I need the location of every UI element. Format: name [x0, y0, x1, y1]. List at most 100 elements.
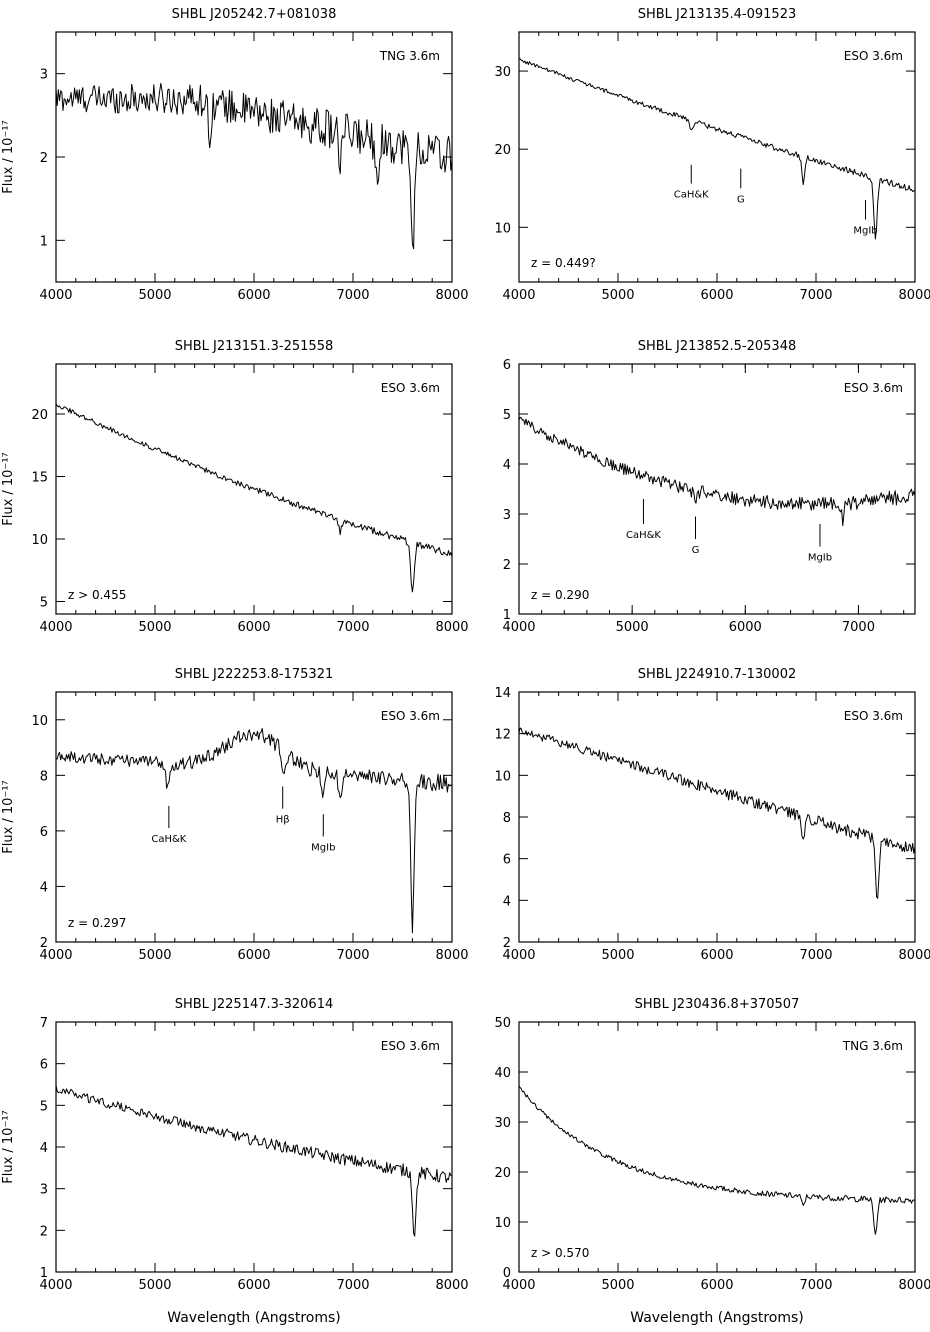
y-tick-label: 10: [31, 533, 48, 548]
x-tick-label: 4000: [39, 288, 72, 303]
x-tick-label: 6000: [237, 948, 270, 963]
plot-frame: [518, 363, 916, 615]
y-axis-label: Flux / 10⁻¹⁷: [1, 780, 16, 854]
x-tick-label: 4000: [502, 288, 535, 303]
panel-title: SHBL J224910.7-130002: [638, 667, 797, 682]
y-tick-label: 15: [31, 471, 48, 486]
y-tick-label: 4: [40, 880, 48, 895]
y-tick-label: 10: [494, 1216, 511, 1231]
x-tick-label: 4000: [39, 1278, 72, 1293]
y-tick-label: 20: [31, 408, 48, 423]
telescope-label: TNG 3.6m: [379, 49, 440, 63]
x-tick-label: 8000: [898, 948, 930, 963]
y-tick-label: 2: [40, 151, 48, 166]
y-tick-label: 10: [494, 221, 511, 236]
x-tick-label: 4000: [502, 948, 535, 963]
spectrum-panel: SHBL J205242.7+081038 4000 5000 6000 7000 800…: [1, 7, 469, 303]
feature-label: MgIb: [808, 553, 832, 564]
x-tick-label: 6000: [700, 1278, 733, 1293]
y-axis-label: Flux / 10⁻¹⁷: [1, 1110, 16, 1184]
y-tick-label: 12: [494, 728, 511, 743]
y-tick-label: 4: [503, 894, 511, 909]
y-tick-label: 2: [503, 558, 511, 573]
x-tick-label: 5000: [616, 620, 649, 635]
x-tick-label: 5000: [601, 288, 634, 303]
x-tick-label: 4000: [502, 1278, 535, 1293]
telescope-label: ESO 3.6m: [844, 49, 903, 63]
x-tick-label: 6000: [237, 620, 270, 635]
x-tick-label: 6000: [700, 288, 733, 303]
x-tick-label: 8000: [435, 288, 468, 303]
x-tick-label: 6000: [729, 620, 762, 635]
y-tick-label: 30: [494, 1116, 511, 1131]
y-tick-label: 10: [494, 769, 511, 784]
x-tick-label: 7000: [336, 620, 369, 635]
spectrum-line: [518, 1085, 916, 1235]
x-tick-label: 7000: [799, 948, 832, 963]
spectrum-panel: SHBL J225147.3-320614 4000 5000 6000 7000 800…: [1, 997, 469, 1326]
y-tick-label: 8: [40, 769, 48, 784]
x-tick-label: 7000: [336, 288, 369, 303]
y-axis-label: Flux / 10⁻¹⁷: [1, 452, 16, 526]
y-tick-label: 3: [503, 508, 511, 523]
y-tick-label: 20: [494, 143, 511, 158]
y-tick-label: 5: [503, 408, 511, 423]
telescope-label: ESO 3.6m: [844, 709, 903, 723]
panel-title: SHBL J213151.3-251558: [175, 339, 334, 354]
y-tick-label: 2: [503, 936, 511, 951]
redshift-label: z = 0.449?: [531, 256, 596, 270]
plot-frame: [518, 31, 916, 283]
feature-label: MgIb: [311, 842, 335, 853]
spectrum-line: [55, 403, 453, 593]
spectrum-panel: SHBL J224910.7-130002 4000 5000 6000 7000 800…: [494, 667, 930, 963]
telescope-label: TNG 3.6m: [842, 1039, 903, 1053]
y-tick-label: 2: [40, 936, 48, 951]
panel-title: SHBL J205242.7+081038: [172, 7, 337, 22]
spectrum-panel: SHBL J213852.5-205348 4000 5000 6000 7000 1 2 3…: [502, 339, 916, 635]
spectrum-line: [518, 416, 916, 527]
x-tick-label: 7000: [799, 288, 832, 303]
panel-title: SHBL J230436.8+370507: [635, 997, 800, 1012]
plot-frame: [55, 1021, 453, 1273]
redshift-label: z > 0.455: [68, 588, 126, 602]
x-tick-label: 7000: [799, 1278, 832, 1293]
panel-title: SHBL J225147.3-320614: [175, 997, 334, 1012]
panel-title: SHBL J222253.8-175321: [175, 667, 334, 682]
x-tick-label: 5000: [601, 948, 634, 963]
y-tick-label: 0: [503, 1266, 511, 1281]
x-tick-label: 5000: [138, 1278, 171, 1293]
y-tick-label: 2: [40, 1224, 48, 1239]
redshift-label: z = 0.290: [531, 588, 589, 602]
spectrum-line: [55, 728, 453, 934]
y-tick-label: 14: [494, 686, 511, 701]
y-tick-label: 1: [503, 608, 511, 623]
redshift-label: z = 0.297: [68, 916, 126, 930]
feature-label: Hβ: [276, 815, 290, 826]
y-tick-label: 20: [494, 1166, 511, 1181]
y-tick-label: 40: [494, 1066, 511, 1081]
redshift-label: z > 0.570: [531, 1246, 589, 1260]
y-tick-label: 3: [40, 68, 48, 83]
x-tick-label: 6000: [237, 1278, 270, 1293]
x-tick-label: 5000: [601, 1278, 634, 1293]
y-tick-label: 8: [503, 811, 511, 826]
plot-frame: [518, 691, 916, 943]
y-tick-label: 7: [40, 1016, 48, 1031]
plot-frame: [55, 31, 453, 283]
x-tick-label: 8000: [898, 1278, 930, 1293]
spectrum-panel: SHBL J213135.4-091523 4000 5000 6000 7000 800…: [494, 7, 930, 303]
x-tick-label: 4000: [39, 948, 72, 963]
y-tick-label: 30: [494, 65, 511, 80]
y-tick-label: 4: [40, 1141, 48, 1156]
x-tick-label: 8000: [435, 948, 468, 963]
x-axis-label: Wavelength (Angstroms): [167, 1310, 341, 1326]
x-tick-label: 5000: [138, 288, 171, 303]
y-tick-label: 1: [40, 234, 48, 249]
y-tick-label: 4: [503, 458, 511, 473]
spectrum-line: [55, 82, 453, 250]
y-tick-label: 10: [31, 714, 48, 729]
y-tick-label: 6: [503, 358, 511, 373]
x-tick-label: 6000: [700, 948, 733, 963]
plot-frame: [518, 1021, 916, 1273]
